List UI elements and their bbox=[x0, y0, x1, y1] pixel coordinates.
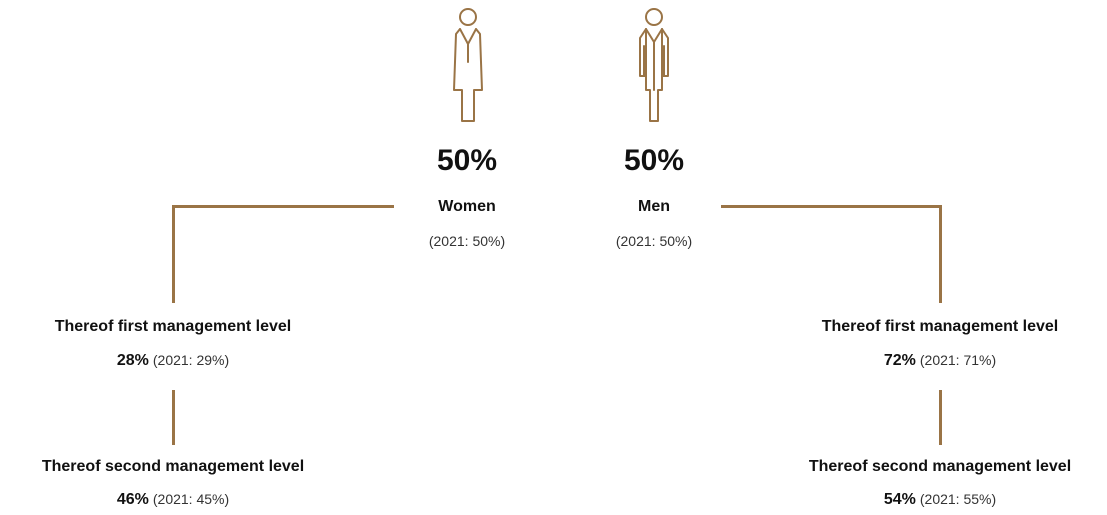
men-connector-vertical-top bbox=[939, 205, 942, 303]
women-first-level-stats: 28% (2021: 29%) bbox=[0, 352, 346, 370]
women-second-level-percent: 46% bbox=[116, 491, 149, 508]
men-second-level-stats: 54% (2021: 55%) bbox=[770, 491, 1107, 509]
women-first-level-prior: (2021: 29%) bbox=[152, 352, 230, 368]
women-connector-vertical-mid bbox=[172, 390, 175, 445]
men-label: Men bbox=[638, 198, 670, 215]
men-percent: 50% bbox=[623, 144, 685, 177]
men-first-level-label: Thereof first management level bbox=[821, 318, 1059, 335]
women-connector-horizontal bbox=[172, 205, 394, 208]
men-prior: (2021: 50%) bbox=[615, 233, 693, 249]
men-second-level-prior: (2021: 55%) bbox=[919, 491, 997, 507]
woman-icon bbox=[453, 8, 483, 122]
women-prior: (2021: 50%) bbox=[428, 233, 506, 249]
women-second-level-prior: (2021: 45%) bbox=[152, 491, 230, 507]
women-second-level-stats: 46% (2021: 45%) bbox=[0, 491, 346, 509]
men-second-level-label: Thereof second management level bbox=[808, 458, 1072, 475]
men-first-level-prior: (2021: 71%) bbox=[919, 352, 997, 368]
men-second-level-percent: 54% bbox=[883, 491, 916, 508]
women-first-level-label: Thereof first management level bbox=[54, 318, 292, 335]
women-second-level-label: Thereof second management level bbox=[41, 458, 305, 475]
man-icon bbox=[639, 8, 669, 122]
men-connector-horizontal bbox=[721, 205, 942, 208]
men-first-level-stats: 72% (2021: 71%) bbox=[770, 352, 1107, 370]
women-percent: 50% bbox=[436, 144, 498, 177]
women-first-level-percent: 28% bbox=[116, 352, 149, 369]
men-first-level-percent: 72% bbox=[883, 352, 916, 369]
women-label: Women bbox=[438, 198, 496, 215]
men-connector-vertical-mid bbox=[939, 390, 942, 445]
women-connector-vertical-top bbox=[172, 205, 175, 303]
